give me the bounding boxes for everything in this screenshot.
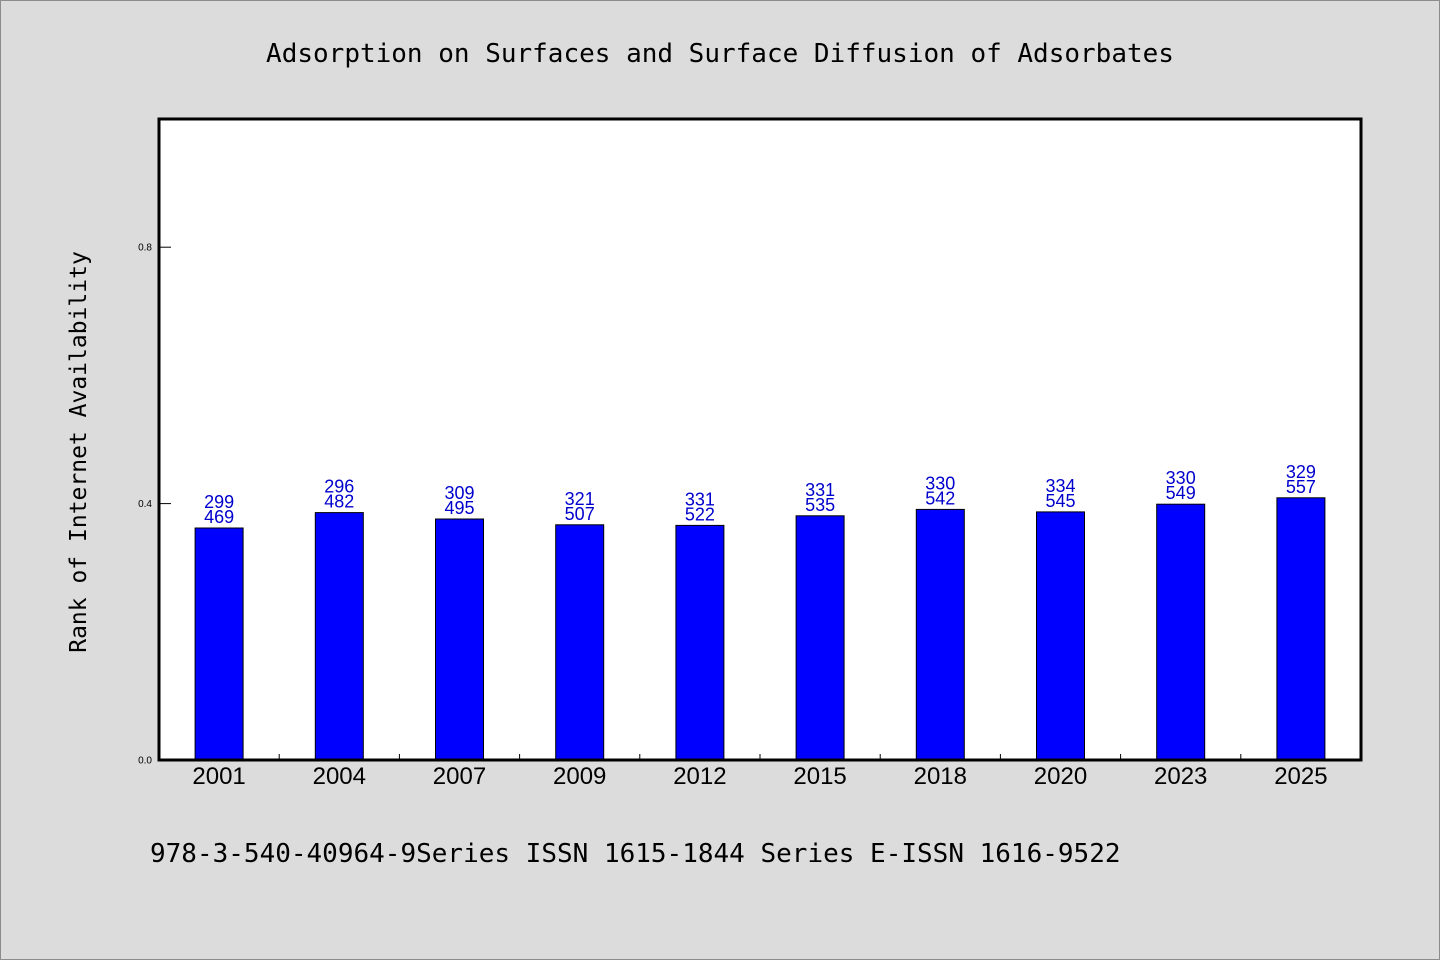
bar-2007 [435, 518, 484, 761]
y-tick-label: 0.0 [138, 756, 152, 767]
data-label-top-2018: 330 [925, 473, 955, 493]
data-label-top-2004: 296 [324, 477, 354, 497]
chart-title: Adsorption on Surfaces and Surface Diffu… [266, 39, 1174, 69]
data-label-bottom-2023: 549 [1166, 483, 1196, 503]
bars-group [194, 497, 1326, 761]
bar-2004 [314, 512, 364, 761]
data-label-bottom-2007: 495 [444, 498, 474, 518]
x-tick-label-2023: 2023 [1154, 763, 1207, 790]
y-axis-label: Rank of Internet Availability [66, 251, 92, 653]
x-tick-label-2015: 2015 [793, 763, 846, 790]
x-tick-label-2020: 2020 [1034, 763, 1087, 790]
bar-2025 [1276, 497, 1326, 761]
bar-2020 [1036, 511, 1085, 761]
bar-2012 [675, 524, 725, 761]
bar-2001 [194, 527, 244, 761]
x-tick-label-2009: 2009 [553, 763, 606, 790]
x-tick-label-2001: 2001 [192, 763, 245, 790]
y-tick-label: 0.4 [138, 499, 152, 510]
bar-2009 [555, 524, 605, 761]
data-label-bottom-2001: 469 [204, 507, 234, 527]
bar-2015 [795, 515, 845, 761]
data-label-bottom-2015: 535 [805, 495, 835, 515]
data-label-top-2009: 321 [565, 489, 595, 509]
footer-text: 978-3-540-40964-9Series ISSN 1615-1844 S… [150, 839, 1121, 869]
data-label-top-2015: 331 [805, 480, 835, 500]
data-label-top-2012: 331 [685, 489, 715, 509]
data-label-bottom-2012: 522 [685, 504, 715, 524]
x-tick-label-2025: 2025 [1274, 763, 1327, 790]
x-tick-label-2004: 2004 [313, 763, 366, 790]
data-label-top-2023: 330 [1166, 468, 1196, 488]
data-label-bottom-2018: 542 [925, 488, 955, 508]
x-tick-label-2018: 2018 [914, 763, 967, 790]
bar-2018 [915, 508, 965, 761]
data-label-bottom-2020: 545 [1045, 491, 1075, 511]
x-tick-label-2007: 2007 [433, 763, 486, 790]
data-label-top-2007: 309 [444, 483, 474, 503]
data-label-bottom-2004: 482 [324, 492, 354, 512]
x-tick-label-2012: 2012 [673, 763, 726, 790]
plot-frame [157, 117, 1363, 762]
data-label-top-2025: 329 [1286, 462, 1316, 482]
x-axis: 2001 2004 2007 2009 2012 2015 2018 2020 2023 2025 [192, 754, 1328, 790]
y-tick-label: 0.8 [138, 243, 152, 254]
data-label-top-2001: 299 [204, 492, 234, 512]
data-label-bottom-2009: 507 [565, 504, 595, 524]
bar-2023 [1156, 503, 1206, 761]
data-label-top-2020: 334 [1045, 476, 1075, 496]
data-label-bottom-2025: 557 [1286, 477, 1316, 497]
